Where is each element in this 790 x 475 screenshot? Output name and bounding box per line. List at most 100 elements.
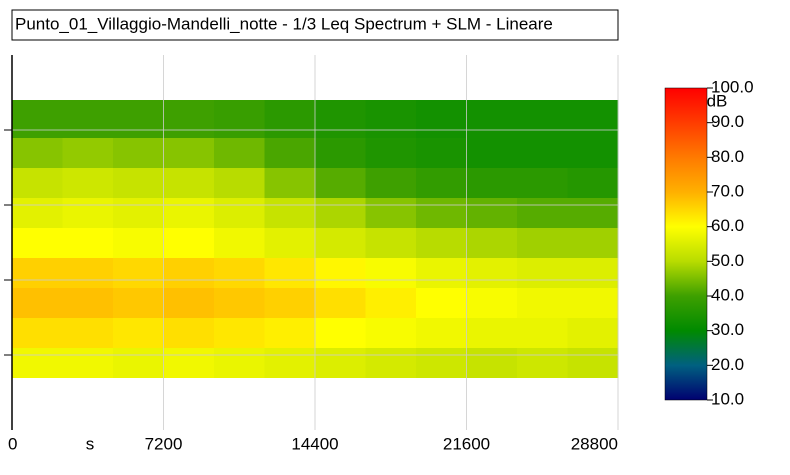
colorbar-tick-label: 80.0	[711, 147, 744, 166]
heatmap-cell	[466, 227, 518, 258]
heatmap-cell	[517, 347, 568, 378]
heatmap-cell	[62, 197, 114, 228]
heatmap-cell	[12, 100, 63, 138]
heatmap-cell	[315, 167, 366, 198]
x-tick-label: 28800	[571, 434, 618, 453]
heatmap-cell	[214, 137, 265, 168]
heatmap-cell	[466, 100, 518, 138]
colorbar-tick-label: 10.0	[711, 389, 744, 408]
heatmap-cell	[264, 137, 316, 168]
heatmap-cell	[12, 137, 63, 168]
heatmap-cell	[62, 100, 114, 138]
heatmap-cell	[62, 137, 114, 168]
heatmap-cell	[315, 317, 366, 348]
heatmap-cell	[315, 257, 366, 288]
heatmap-cell	[62, 287, 114, 318]
heatmap-cell	[12, 227, 63, 258]
heatmap-cell	[12, 167, 63, 198]
heatmap-cell	[264, 347, 316, 378]
heatmap-cell	[517, 257, 568, 288]
heatmap-cell	[315, 197, 366, 228]
colorbar-tick-label: 90.0	[711, 112, 744, 131]
heatmap-cell	[466, 197, 518, 228]
heatmap-cell	[113, 100, 164, 138]
heatmap-cell	[466, 137, 518, 168]
heatmap-cell	[264, 197, 316, 228]
colorbar-tick-label: 70.0	[711, 181, 744, 200]
heatmap-cell	[517, 227, 568, 258]
heatmap-cell	[214, 197, 265, 228]
heatmap-cell	[365, 167, 417, 198]
heatmap-cell	[264, 227, 316, 258]
heatmap-cell	[315, 137, 366, 168]
heatmap-cell	[113, 167, 164, 198]
x-tick-label: 0	[8, 434, 17, 453]
heatmap-cell	[416, 100, 467, 138]
heatmap-cell	[567, 167, 619, 198]
heatmap-cell	[62, 347, 114, 378]
heatmap-cell	[113, 347, 164, 378]
heatmap-cell	[113, 257, 164, 288]
heatmap-cell	[365, 137, 417, 168]
heatmap-cell	[113, 227, 164, 258]
heatmap-cell	[214, 257, 265, 288]
x-axis-label: s	[86, 434, 95, 453]
heatmap-cell	[163, 317, 215, 348]
heatmap-cell	[466, 347, 518, 378]
heatmap-cell	[214, 167, 265, 198]
heatmap-cell	[113, 197, 164, 228]
heatmap-cell	[517, 287, 568, 318]
heatmap-cell	[214, 287, 265, 318]
colorbar-tick-label: 60.0	[711, 216, 744, 235]
heatmap-cell	[264, 317, 316, 348]
heatmap-cell	[416, 287, 467, 318]
x-tick-label: 14400	[291, 434, 338, 453]
heatmap-cell	[416, 227, 467, 258]
heatmap-cell	[264, 287, 316, 318]
heatmap-cell	[12, 317, 63, 348]
colorbar-tick-label: 50.0	[711, 251, 744, 270]
heatmap-cell	[567, 100, 619, 138]
heatmap-cell	[517, 100, 568, 138]
heatmap-cell	[163, 137, 215, 168]
x-tick-label: 21600	[443, 434, 490, 453]
heatmap-cell	[62, 317, 114, 348]
heatmap-cell	[567, 227, 619, 258]
heatmap-cell	[315, 227, 366, 258]
heatmap-cell	[416, 317, 467, 348]
heatmap-cell	[214, 317, 265, 348]
heatmap-cell	[62, 257, 114, 288]
heatmap-cell	[62, 227, 114, 258]
heatmap-cell	[567, 347, 619, 378]
heatmap-cell	[264, 167, 316, 198]
heatmap-cell	[12, 347, 63, 378]
heatmap-cell	[12, 197, 63, 228]
heatmap-cell	[163, 347, 215, 378]
heatmap-cell	[567, 197, 619, 228]
heatmap-cell	[365, 317, 417, 348]
heatmap-cell	[416, 197, 467, 228]
title-box	[11, 9, 619, 41]
heatmap-cell	[214, 347, 265, 378]
heatmap-cell	[466, 167, 518, 198]
heatmap-cell	[214, 100, 265, 138]
heatmap-cell	[12, 287, 63, 318]
heatmap-cell	[365, 197, 417, 228]
heatmap-cell	[365, 347, 417, 378]
colorbar-tick-label: 20.0	[711, 355, 744, 374]
heatmap-cell	[517, 167, 568, 198]
heatmap-cell	[315, 287, 366, 318]
colorbar-tick-label: 40.0	[711, 285, 744, 304]
heatmap-cell	[517, 317, 568, 348]
x-tick-label: 7200	[145, 434, 183, 453]
chart-title: Punto_01_Villaggio-Mandelli_notte - 1/3 …	[15, 14, 553, 33]
heatmap-cell	[62, 167, 114, 198]
heatmap-cell	[163, 227, 215, 258]
heatmap-cell	[365, 257, 417, 288]
heatmap-cell	[416, 167, 467, 198]
heatmap-cell	[113, 317, 164, 348]
colorbar-label: dB	[707, 91, 728, 110]
heatmap-cell	[264, 257, 316, 288]
colorbar-tick-label: 100.0	[711, 77, 754, 96]
heatmap-cell	[163, 257, 215, 288]
